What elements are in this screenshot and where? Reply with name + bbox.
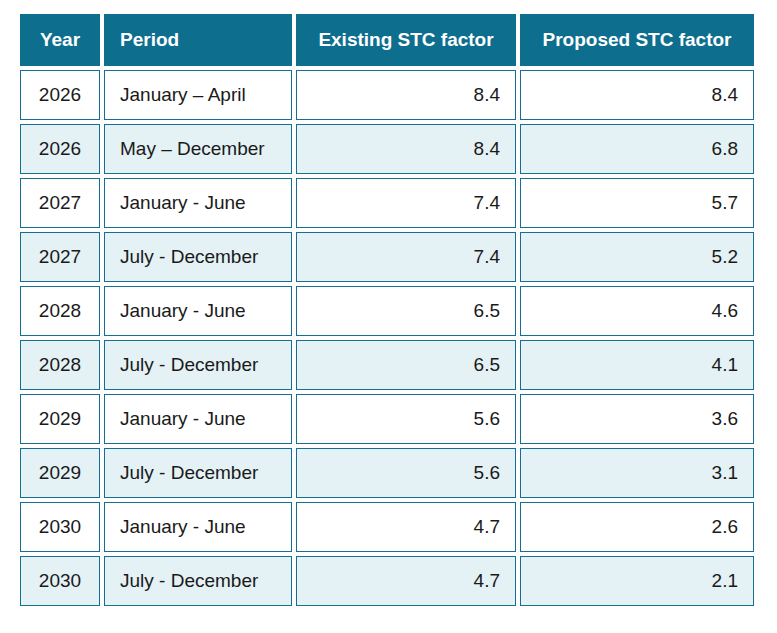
proposed-stc-factor-cell: 8.4 <box>520 70 754 120</box>
period-cell: January - June <box>104 502 292 552</box>
existing-stc-factor-cell: 5.6 <box>296 448 516 498</box>
existing-stc-factor-cell: 8.4 <box>296 70 516 120</box>
year-cell: 2028 <box>20 340 100 390</box>
table-row: 2028 January - June 6.5 4.6 <box>20 286 754 336</box>
year-cell: 2026 <box>20 70 100 120</box>
table-row: 2026 January – April 8.4 8.4 <box>20 70 754 120</box>
table-row: 2027 July - December 7.4 5.2 <box>20 232 754 282</box>
existing-stc-factor-cell: 6.5 <box>296 340 516 390</box>
page: Year Period Existing STC factor Proposed… <box>0 0 777 633</box>
period-cell: January - June <box>104 286 292 336</box>
proposed-stc-factor-cell: 2.6 <box>520 502 754 552</box>
proposed-stc-factor-cell: 4.6 <box>520 286 754 336</box>
column-header-existing-stc-factor: Existing STC factor <box>296 14 516 66</box>
column-header-period: Period <box>104 14 292 66</box>
year-cell: 2029 <box>20 394 100 444</box>
proposed-stc-factor-cell: 5.7 <box>520 178 754 228</box>
period-cell: January - June <box>104 178 292 228</box>
table-row: 2029 January - June 5.6 3.6 <box>20 394 754 444</box>
table-row: 2029 July - December 5.6 3.1 <box>20 448 754 498</box>
proposed-stc-factor-cell: 3.6 <box>520 394 754 444</box>
existing-stc-factor-cell: 5.6 <box>296 394 516 444</box>
existing-stc-factor-cell: 4.7 <box>296 556 516 606</box>
period-cell: July - December <box>104 556 292 606</box>
period-cell: May – December <box>104 124 292 174</box>
existing-stc-factor-cell: 6.5 <box>296 286 516 336</box>
year-cell: 2027 <box>20 178 100 228</box>
year-cell: 2027 <box>20 232 100 282</box>
existing-stc-factor-cell: 4.7 <box>296 502 516 552</box>
proposed-stc-factor-cell: 4.1 <box>520 340 754 390</box>
proposed-stc-factor-cell: 2.1 <box>520 556 754 606</box>
year-cell: 2026 <box>20 124 100 174</box>
column-header-proposed-stc-factor: Proposed STC factor <box>520 14 754 66</box>
table-row: 2027 January - June 7.4 5.7 <box>20 178 754 228</box>
table-body: 2026 January – April 8.4 8.4 2026 May – … <box>20 70 754 606</box>
proposed-stc-factor-cell: 3.1 <box>520 448 754 498</box>
existing-stc-factor-cell: 8.4 <box>296 124 516 174</box>
period-cell: January - June <box>104 394 292 444</box>
table-row: 2030 January - June 4.7 2.6 <box>20 502 754 552</box>
period-cell: July - December <box>104 340 292 390</box>
period-cell: January – April <box>104 70 292 120</box>
year-cell: 2028 <box>20 286 100 336</box>
period-cell: July - December <box>104 448 292 498</box>
stc-factor-table: Year Period Existing STC factor Proposed… <box>16 10 758 610</box>
table-row: 2030 July - December 4.7 2.1 <box>20 556 754 606</box>
table-row: 2028 July - December 6.5 4.1 <box>20 340 754 390</box>
existing-stc-factor-cell: 7.4 <box>296 178 516 228</box>
proposed-stc-factor-cell: 5.2 <box>520 232 754 282</box>
column-header-year: Year <box>20 14 100 66</box>
existing-stc-factor-cell: 7.4 <box>296 232 516 282</box>
year-cell: 2030 <box>20 502 100 552</box>
header-row: Year Period Existing STC factor Proposed… <box>20 14 754 66</box>
year-cell: 2029 <box>20 448 100 498</box>
period-cell: July - December <box>104 232 292 282</box>
table-row: 2026 May – December 8.4 6.8 <box>20 124 754 174</box>
proposed-stc-factor-cell: 6.8 <box>520 124 754 174</box>
year-cell: 2030 <box>20 556 100 606</box>
